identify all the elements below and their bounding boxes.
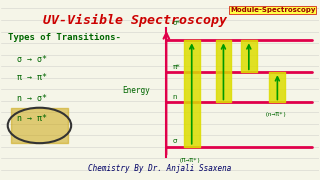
Text: π*: π*: [173, 64, 180, 70]
Text: UV-Visible Spectroscopy: UV-Visible Spectroscopy: [43, 14, 227, 27]
Text: Module-Spectroscopy: Module-Spectroscopy: [230, 7, 316, 13]
Text: Types of Transitions-: Types of Transitions-: [8, 33, 121, 42]
Text: σ → σ*: σ → σ*: [17, 55, 47, 64]
Text: σ: σ: [173, 138, 177, 144]
Text: σ*: σ*: [173, 20, 180, 26]
Text: Chemistry By Dr. Anjali Ssaxena: Chemistry By Dr. Anjali Ssaxena: [88, 164, 232, 173]
Text: (π→π*): (π→π*): [179, 158, 202, 163]
Text: n: n: [173, 94, 177, 100]
Text: n → σ*: n → σ*: [17, 94, 47, 103]
Text: π → π*: π → π*: [17, 73, 47, 82]
Text: (n→π*): (n→π*): [265, 112, 287, 117]
Text: Energy: Energy: [122, 86, 150, 94]
Text: n → π*: n → π*: [17, 114, 47, 123]
